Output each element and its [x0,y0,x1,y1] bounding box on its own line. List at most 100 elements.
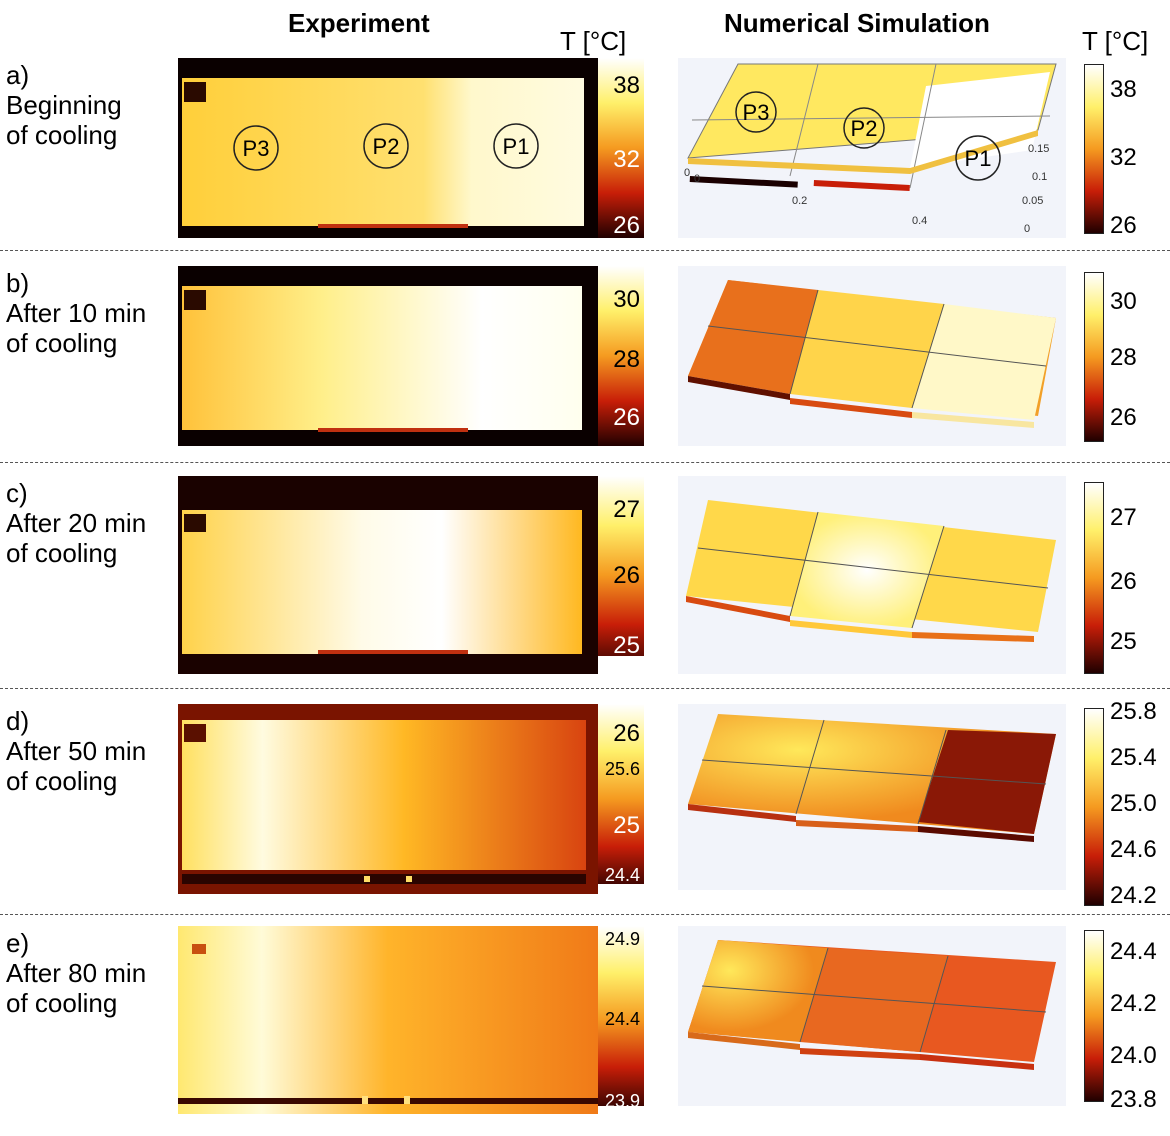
experiment-colorbar: 26 25.6 25 24.4 [598,704,644,894]
axis-tick: 0.1 [1032,171,1047,183]
row-divider [0,462,1170,463]
panel-a: a) Beginning of cooling P3 P2 P1 38 32 2… [0,58,1170,268]
colorbar-tick: 24.6 [1110,836,1157,863]
panel-caption-line: of cooling [6,328,118,358]
simulation-colorbar [1084,272,1104,442]
simulation-colorbar [1084,482,1104,674]
experiment-thermal-image [178,704,598,894]
experiment-thermal-image [178,266,598,446]
panel-caption-line: of cooling [6,120,118,150]
zone-label-p1: P1 [503,134,530,159]
colorbar-tick: 26 [1110,568,1137,595]
panel-letter: a) [6,60,30,90]
simulation-render [678,476,1066,674]
experiment-thermal-image: P3 P2 P1 [178,58,598,238]
panel-caption-line: of cooling [6,538,118,568]
panel-caption-line: Beginning [6,90,122,120]
colorbar-tick: 24.4 [604,865,640,885]
panel-caption-line: of cooling [6,988,118,1018]
panel-b: b) After 10 min of cooling 30 28 26 [0,266,1170,476]
zone-label-p3: P3 [243,136,270,161]
row-divider [0,688,1170,689]
panel-c-label: c) After 20 min of cooling [6,478,146,568]
axis-tick: 0.05 [1022,195,1043,207]
axis-tick: 0 [694,173,700,185]
simulation-column-title: Numerical Simulation [724,8,990,38]
zone-p2-marker [363,123,409,169]
colorbar-tick: 27 [1110,504,1137,531]
colorbar-tick: 26 [613,720,640,747]
colorbar-tick: 24.4 [604,1009,640,1029]
colorbar-tick: 25.6 [604,759,640,779]
axis-tick: 0.2 [792,195,807,207]
panel-letter: e) [6,928,30,958]
axis-tick: 0 [684,167,690,179]
panel-d: d) After 50 min of cooling 26 25.6 25 24… [0,700,1170,914]
panel-caption-line: After 80 min [6,958,147,988]
colorbar-tick: 23.8 [1110,1086,1157,1113]
panel-a-label: a) Beginning of cooling [6,60,122,150]
sim-zone-label-p2: P2 [851,116,878,141]
experiment-colorbar: 24.9 24.4 23.9 [598,926,644,1114]
colorbar-tick: 25 [1110,628,1137,655]
simulation-colorbar [1084,930,1104,1102]
colorbar-tick: 25.0 [1110,790,1157,817]
zone-label-p2: P2 [373,134,400,159]
axis-tick: 0 [1024,223,1030,235]
panel-b-label: b) After 10 min of cooling [6,268,146,358]
colorbar-tick: 30 [613,286,640,313]
colorbar-tick: 25 [613,632,640,659]
panel-e-label: e) After 80 min of cooling [6,928,146,1018]
colorbar-tick: 25.4 [1110,744,1157,771]
zone-p1-marker [493,123,539,169]
colorbar-tick: 28 [1110,344,1137,371]
simulation-colorbar [1084,708,1104,906]
colorbar-tick: 32 [613,146,640,173]
panel-caption-line: of cooling [6,766,118,796]
colorbar-tick: 24.0 [1110,1042,1157,1069]
colorbar-tick: 24.9 [604,929,640,949]
panel-c: c) After 20 min of cooling 27 26 25 27 2… [0,476,1170,686]
sim-zone-label-p3: P3 [743,100,770,125]
experiment-unit-label: T [°C] [560,26,627,56]
colorbar-tick: 26 [1110,404,1137,431]
zone-p3-marker [233,125,279,171]
colorbar-tick: 32 [1110,144,1137,171]
panel-d-label: d) After 50 min of cooling [6,706,146,796]
simulation-colorbar [1084,64,1104,234]
panel-caption-line: After 50 min [6,736,147,766]
experiment-colorbar: 38 32 26 [598,58,644,238]
colorbar-tick: 24.2 [1110,882,1157,909]
simulation-render [678,926,1066,1106]
colorbar-tick: 25 [613,812,640,839]
panel-letter: c) [6,478,28,508]
colorbar-tick: 25.8 [1110,698,1157,725]
colorbar-tick: 26 [1110,212,1137,239]
colorbar-tick: 26 [613,212,640,239]
axis-tick: 0.15 [1028,143,1049,155]
experiment-colorbar: 30 28 26 [598,266,644,446]
panel-caption-line: After 20 min [6,508,147,538]
axis-tick: 0.4 [912,215,927,227]
colorbar-tick: 24.4 [1110,938,1157,965]
panel-letter: b) [6,268,30,298]
experiment-column-title: Experiment [288,8,430,38]
row-divider [0,914,1170,915]
panel-letter: d) [6,706,30,736]
simulation-render [678,266,1066,446]
row-divider [0,250,1170,251]
colorbar-tick: 38 [1110,76,1137,103]
colorbar-tick: 26 [613,404,640,431]
panel-e: e) After 80 min of cooling 24.9 24.4 23.… [0,926,1170,1136]
colorbar-tick: 38 [613,72,640,99]
experiment-thermal-image [178,926,598,1114]
colorbar-tick: 23.9 [604,1091,640,1111]
colorbar-tick: 27 [613,496,640,523]
simulation-unit-label: T [°C] [1082,26,1149,56]
colorbar-tick: 26 [613,562,640,589]
experiment-colorbar: 27 26 25 [598,476,644,674]
panel-caption-line: After 10 min [6,298,147,328]
colorbar-tick: 28 [613,346,640,373]
colorbar-tick: 30 [1110,288,1137,315]
simulation-render: P3 P2 P1 0.15 0.1 0.05 0 0.2 0.4 0 0 [678,58,1066,238]
